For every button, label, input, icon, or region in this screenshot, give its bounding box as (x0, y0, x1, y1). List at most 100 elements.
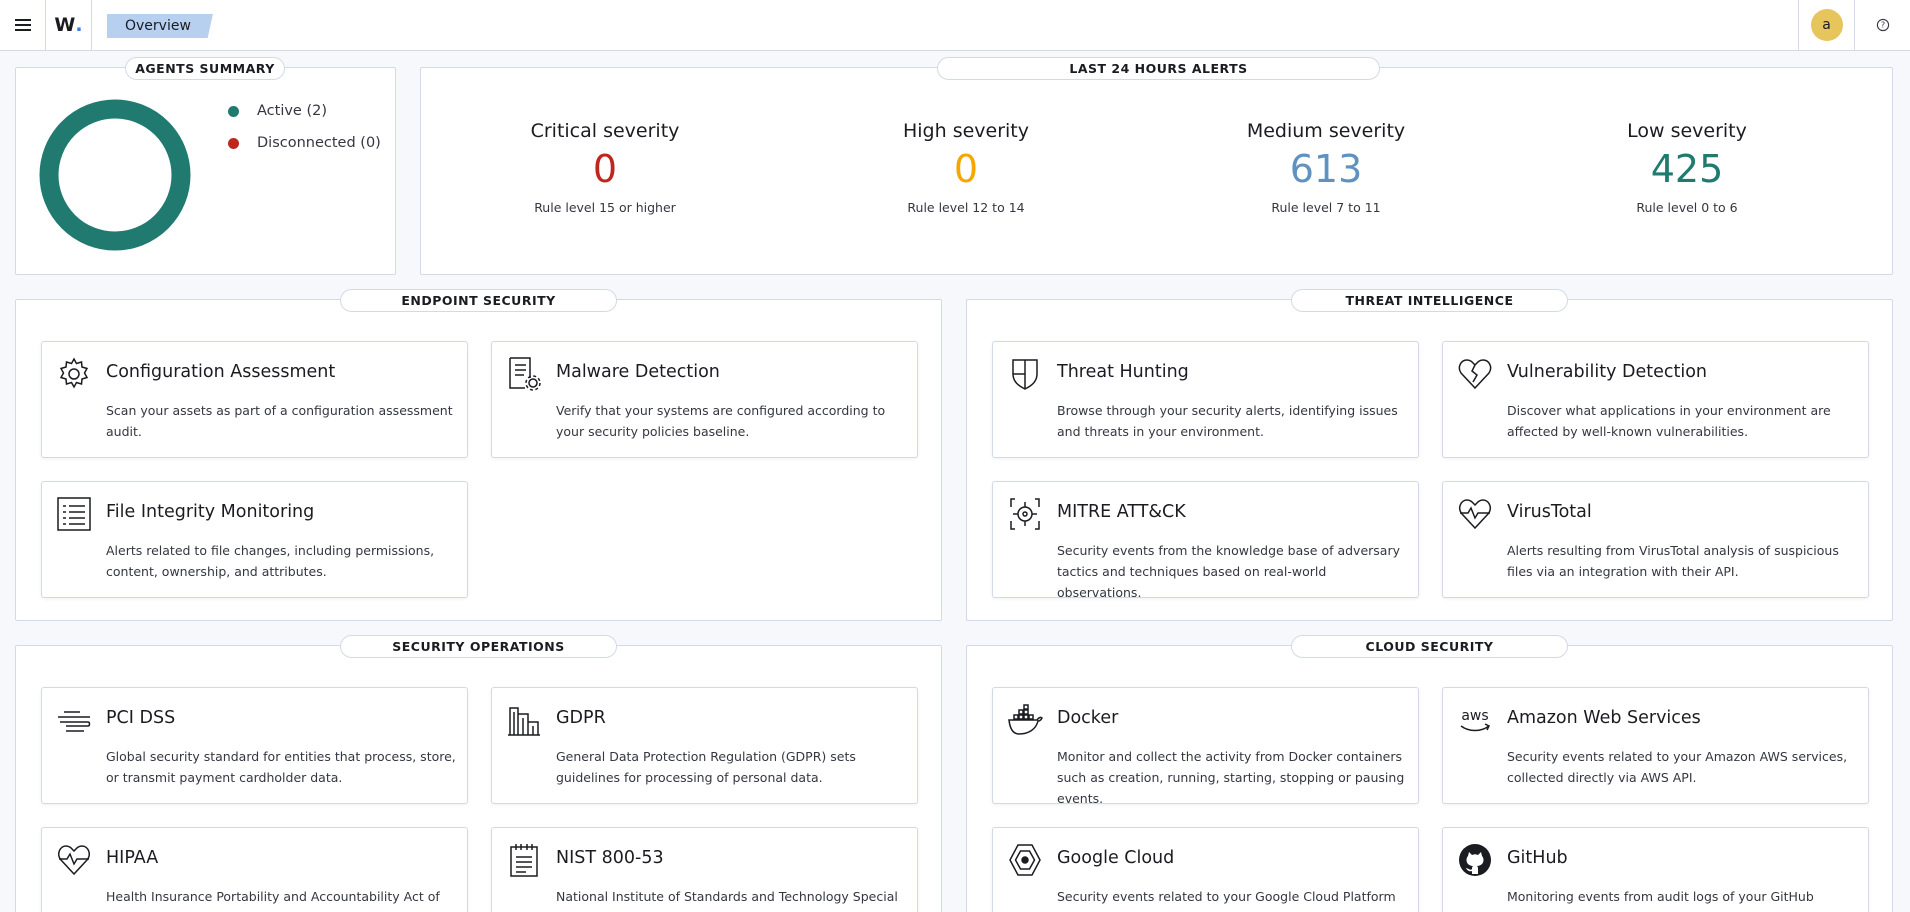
card-malware-detection[interactable]: Malware Detection Verify that your syste… (491, 341, 918, 458)
breadcrumb-overview[interactable]: Overview (107, 14, 213, 38)
card-title: NIST 800-53 (556, 848, 664, 868)
card-title: Malware Detection (556, 362, 720, 382)
alerts-title: LAST 24 HOURS ALERTS (937, 57, 1380, 80)
card-title: GDPR (556, 708, 606, 728)
card-description: Browse through your security alerts, ide… (1057, 403, 1398, 439)
low-severity-stat[interactable]: Low severity 425 Rule level 0 to 6 (1537, 120, 1837, 215)
medium-severity-title: Medium severity (1246, 120, 1406, 142)
threat-intelligence-panel: THREAT INTELLIGENCE Threat Hunting Brows… (966, 289, 1893, 621)
broken-heart-icon (1457, 356, 1493, 392)
card-hipaa[interactable]: HIPAA Health Insurance Portability and A… (41, 827, 468, 912)
card-description: Verify that your systems are configured … (556, 403, 886, 439)
building-icon (506, 702, 542, 738)
avatar: a (1810, 9, 1843, 41)
card-threat-hunting[interactable]: Threat Hunting Browse through your secur… (992, 341, 1419, 458)
docker-icon (1007, 702, 1043, 738)
cloud-security-panel: CLOUD SECURITY Docker Monitor and collec… (966, 635, 1893, 912)
logo-text: W (54, 14, 76, 36)
top-bar: W. Overview a ? (0, 0, 1910, 51)
legend-active[interactable]: Active (2) (228, 103, 327, 119)
github-icon (1457, 842, 1493, 878)
card-title: HIPAA (106, 848, 159, 868)
low-severity-desc: Rule level 0 to 6 (1636, 200, 1738, 215)
card-nist-800-53[interactable]: NIST 800-53 National Institute of Standa… (491, 827, 918, 912)
logo[interactable]: W. (46, 0, 92, 50)
cloud-security-title: CLOUD SECURITY (1291, 635, 1568, 658)
legend-active-label: Active (2) (257, 103, 328, 119)
card-google-cloud[interactable]: Google Cloud Security events related to … (992, 827, 1419, 912)
user-menu[interactable]: a (1798, 0, 1854, 50)
card-mitre-attack[interactable]: MITRE ATT&CK Security events from the kn… (992, 481, 1419, 600)
critical-severity-stat[interactable]: Critical severity 0 Rule level 15 or hig… (455, 120, 755, 215)
threat-intelligence-title: THREAT INTELLIGENCE (1291, 289, 1568, 312)
target-icon (1007, 496, 1043, 532)
card-title: GitHub (1507, 848, 1568, 868)
notepad-icon (506, 842, 542, 878)
card-description: Monitoring events from audit logs of you… (1507, 889, 1814, 912)
security-operations-panel: SECURITY OPERATIONS PCI DSS Global secur… (15, 635, 942, 912)
card-virustotal[interactable]: VirusTotal Alerts resulting from VirusTo… (1442, 481, 1869, 598)
card-title: VirusTotal (1507, 502, 1592, 522)
card-file-integrity-monitoring[interactable]: File Integrity Monitoring Alerts related… (41, 481, 468, 598)
card-configuration-assessment[interactable]: Configuration Assessment Scan your asset… (41, 341, 468, 458)
gear-icon (56, 356, 92, 392)
critical-severity-value: 0 (592, 147, 618, 191)
high-severity-title: High severity (902, 120, 1029, 142)
card-docker[interactable]: Docker Monitor and collect the activity … (992, 687, 1419, 806)
agents-summary-panel: AGENTS SUMMARY Active (2) Disconnected (… (15, 57, 396, 275)
card-amazon-web-services[interactable]: aws Amazon Web Services Security events … (1442, 687, 1869, 804)
endpoint-security-title: ENDPOINT SECURITY (340, 289, 617, 312)
card-description: National Institute of Standards and Tech… (556, 889, 898, 912)
card-title: File Integrity Monitoring (106, 502, 315, 522)
card-title: PCI DSS (106, 708, 176, 728)
google-cloud-icon (1007, 842, 1043, 878)
card-title: Amazon Web Services (1507, 708, 1701, 728)
critical-severity-desc: Rule level 15 or higher (534, 200, 676, 215)
agents-donut-chart[interactable] (39, 99, 191, 251)
card-description: Monitor and collect the activity from Do… (1057, 749, 1405, 806)
card-github[interactable]: GitHub Monitoring events from audit logs… (1442, 827, 1869, 912)
card-description: Scan your assets as part of a configurat… (106, 403, 453, 439)
endpoint-security-panel: ENDPOINT SECURITY Configuration Assessme… (15, 289, 942, 621)
medium-severity-stat[interactable]: Medium severity 613 Rule level 7 to 11 (1176, 120, 1476, 215)
help-button[interactable]: ? (1854, 0, 1910, 50)
alerts-panel: LAST 24 HOURS ALERTS Critical severity 0… (420, 57, 1893, 275)
heartbeat-icon (1457, 496, 1493, 532)
card-title: MITRE ATT&CK (1057, 502, 1186, 522)
card-pci-dss[interactable]: PCI DSS Global security standard for ent… (41, 687, 468, 804)
heartbeat-icon (56, 842, 92, 878)
legend-disconnected-dot (228, 137, 239, 149)
card-description: Security events from the knowledge base … (1057, 543, 1400, 600)
card-vulnerability-detection[interactable]: Vulnerability Detection Discover what ap… (1442, 341, 1869, 458)
card-description: Health Insurance Portability and Account… (106, 889, 440, 912)
low-severity-title: Low severity (1627, 120, 1747, 142)
shield-icon (1007, 356, 1043, 392)
high-severity-value: 0 (953, 147, 979, 191)
card-description: Security events related to your Amazon A… (1507, 749, 1848, 785)
aws-icon: aws (1457, 702, 1493, 738)
high-severity-desc: Rule level 12 to 14 (907, 200, 1025, 215)
medium-severity-value: 613 (1289, 147, 1363, 191)
card-title: Threat Hunting (1057, 362, 1189, 382)
card-description: General Data Protection Regulation (GDPR… (556, 749, 856, 785)
svg-text:?: ? (1880, 21, 1884, 30)
svg-text:aws: aws (1461, 708, 1488, 724)
low-severity-value: 425 (1650, 147, 1724, 191)
legend-disconnected-label: Disconnected (0) (257, 135, 381, 151)
card-title: Docker (1057, 708, 1119, 728)
security-operations-title: SECURITY OPERATIONS (340, 635, 617, 658)
medium-severity-desc: Rule level 7 to 11 (1271, 200, 1381, 215)
card-title: Google Cloud (1057, 848, 1175, 868)
card-gdpr[interactable]: GDPR General Data Protection Regulation … (491, 687, 918, 804)
menu-button[interactable] (0, 0, 46, 50)
legend-disconnected[interactable]: Disconnected (0) (228, 135, 381, 151)
card-title: Configuration Assessment (106, 362, 336, 382)
card-description: Global security standard for entities th… (106, 749, 456, 785)
card-description: Discover what applications in your envir… (1507, 403, 1831, 439)
card-description: Alerts related to file changes, includin… (106, 543, 435, 579)
help-icon: ? (1876, 18, 1889, 32)
high-severity-stat[interactable]: High severity 0 Rule level 12 to 14 (816, 120, 1116, 215)
card-description: Security events related to your Google C… (1057, 889, 1396, 912)
card-description: Alerts resulting from VirusTotal analysi… (1507, 543, 1839, 579)
list-document-icon (56, 496, 92, 532)
